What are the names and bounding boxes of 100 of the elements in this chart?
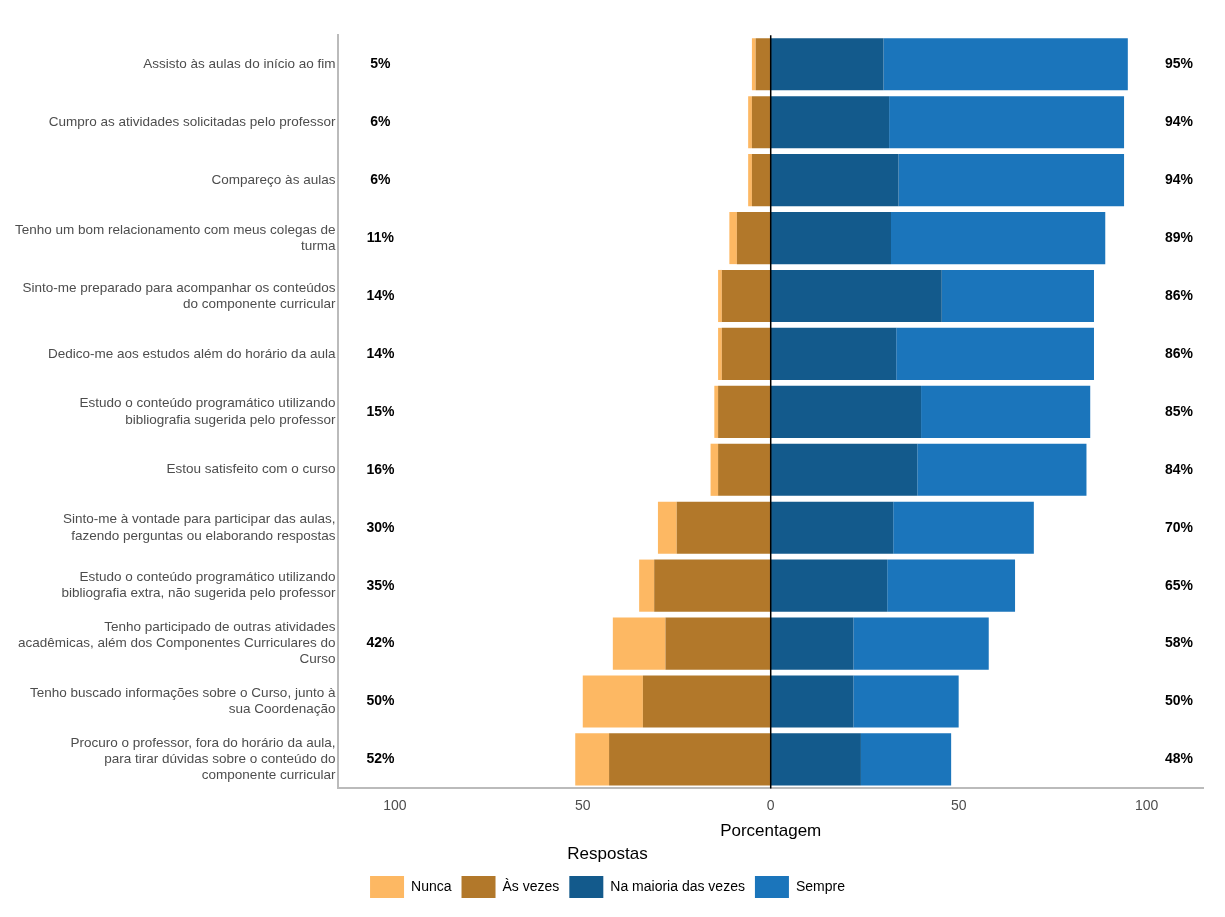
text: 16% <box>366 460 395 477</box>
x-tick-label: 50 <box>574 796 591 813</box>
text: 14% <box>366 286 395 303</box>
bar <box>736 211 771 265</box>
bar <box>748 96 752 149</box>
y-tick-label: Dedico-me aos estudos além do horário da aula <box>48 345 336 361</box>
bar <box>721 327 771 380</box>
bar <box>721 269 771 323</box>
x-tick-label: 100 <box>1134 796 1159 813</box>
legend-label: Na maioria das vezes <box>610 877 745 894</box>
y-tick-label: Tenho buscado informações sobre o Curso, junto à sua Coordenação <box>29 685 336 717</box>
x-tick-label: 0 <box>766 796 775 813</box>
bar <box>921 385 1091 438</box>
bar <box>770 38 884 91</box>
bar <box>887 559 1016 612</box>
bar <box>770 327 897 380</box>
bar <box>770 675 854 728</box>
x-tick-label: 100 <box>383 796 407 813</box>
text: 86% <box>1164 286 1194 303</box>
text: 14% <box>366 344 395 361</box>
y-tick-label: Estou satisfeito com o curso <box>166 461 336 477</box>
bar <box>941 269 1094 323</box>
bar <box>718 327 722 380</box>
text: 48% <box>1164 750 1194 767</box>
legend-title: Respostas <box>567 843 648 863</box>
bar <box>718 385 771 438</box>
bar <box>770 501 894 554</box>
bar <box>770 443 918 496</box>
bar <box>893 501 1034 554</box>
text: 70% <box>1164 518 1194 535</box>
text: 58% <box>1164 634 1194 651</box>
bar <box>770 385 922 438</box>
bar <box>710 443 719 496</box>
bar <box>612 617 666 670</box>
bar <box>755 38 771 91</box>
bar <box>770 154 899 207</box>
y-tick-label: Tenho participado de outras atividades acadêmicas, além dos Componentes Curriculares do Curso <box>18 619 336 667</box>
bar <box>891 211 1106 265</box>
x-axis-title: Porcentagem <box>720 821 822 841</box>
text: 86% <box>1164 344 1194 361</box>
bar <box>853 617 989 670</box>
text: 94% <box>1164 170 1194 187</box>
bar <box>770 269 942 323</box>
bar <box>770 733 861 786</box>
text: 15% <box>366 402 395 419</box>
bar <box>729 211 737 265</box>
bar <box>575 733 610 786</box>
bar <box>718 269 722 323</box>
text: 84% <box>1164 460 1194 477</box>
legend-label: Às vezes <box>502 877 560 894</box>
bar <box>889 96 1125 149</box>
bar <box>751 154 771 207</box>
y-tick-label: Sinto-me preparado para acompanhar os conteúdos do componente curricular <box>22 279 336 311</box>
bar <box>582 675 643 728</box>
text: 6% <box>370 113 391 130</box>
y-tick-label: Estudo o conteúdo programático utilizando bibliografia extra, não sugerida pelo professor <box>61 569 336 601</box>
text: 42% <box>366 634 395 651</box>
text: 85% <box>1164 402 1194 419</box>
legend-label: Nunca <box>411 877 452 894</box>
y-tick-label: Sinto-me à vontade para participar das aulas, fazendo perguntas ou elaborando respostas <box>63 511 336 543</box>
bar <box>883 38 1128 91</box>
text: 50% <box>1164 692 1194 709</box>
bar <box>770 211 891 265</box>
y-tick-label: Tenho um bom relacionamento com meus colegas de turma <box>15 221 336 253</box>
bar <box>748 154 752 207</box>
bar <box>770 617 854 670</box>
bar <box>751 96 771 149</box>
text: 5% <box>370 55 391 72</box>
bar <box>714 385 719 438</box>
text: 52% <box>366 750 395 767</box>
text: 95% <box>1164 55 1194 72</box>
y-tick-label: Procuro o professor, fora do horário da aula, para tirar dúvidas sobre o conteúdo do componente curricular <box>70 734 336 783</box>
text: 30% <box>366 518 395 535</box>
text: 89% <box>1164 228 1194 245</box>
legend-label: Sempre <box>795 877 846 894</box>
text: 6% <box>370 170 391 187</box>
bar <box>676 501 771 554</box>
y-tick-label: Assisto às aulas do início ao fim <box>143 55 336 71</box>
bar <box>751 38 756 91</box>
bar <box>770 96 890 149</box>
text: 11% <box>366 228 395 245</box>
bar <box>896 327 1094 380</box>
bar <box>860 733 952 786</box>
bar <box>639 559 655 612</box>
y-tick-label: Cumpro as atividades solicitadas pelo professor <box>48 113 336 129</box>
bar <box>718 443 771 496</box>
text: 50% <box>366 692 395 709</box>
bar <box>898 154 1125 207</box>
bar <box>770 559 888 612</box>
text: 35% <box>366 576 395 593</box>
bar <box>917 443 1087 496</box>
text: 65% <box>1164 576 1194 593</box>
y-tick-label: Estudo o conteúdo programático utilizando bibliografia sugerida pelo professor <box>79 395 336 427</box>
x-tick-label: 50 <box>950 796 967 813</box>
bar <box>609 733 771 786</box>
bar <box>853 675 959 728</box>
y-tick-label: Compareço às aulas <box>211 171 336 187</box>
bar <box>657 501 677 554</box>
bar <box>665 617 771 670</box>
text: 94% <box>1164 113 1194 130</box>
